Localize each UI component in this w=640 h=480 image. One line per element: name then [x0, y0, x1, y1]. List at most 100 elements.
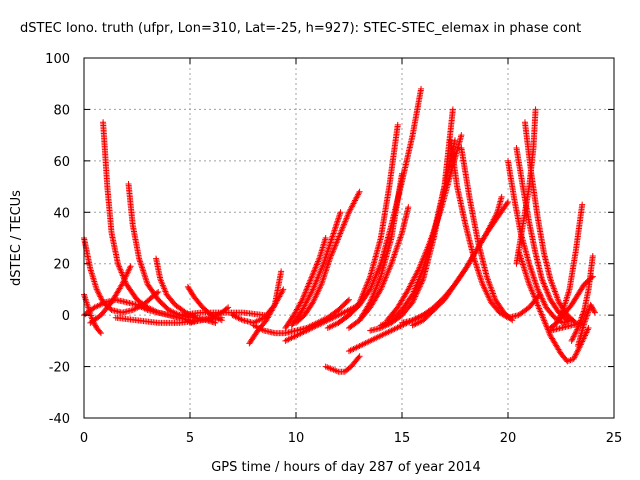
data-point — [505, 199, 511, 205]
data-point — [569, 336, 576, 343]
data-point — [127, 263, 134, 270]
data-point — [570, 355, 577, 362]
data-point — [310, 270, 317, 277]
data-point — [536, 289, 543, 296]
data-point — [572, 329, 579, 336]
data-point — [334, 236, 341, 243]
series-19 — [322, 353, 363, 375]
data-point — [589, 305, 596, 312]
series-35 — [513, 106, 539, 267]
chart-title: dSTEC Iono. truth (ufpr, Lon=310, Lat=-2… — [20, 21, 581, 36]
data-point — [392, 248, 399, 255]
x-tick-label: 20 — [500, 431, 517, 446]
data-point — [538, 293, 545, 300]
data-point — [539, 277, 546, 284]
data-point — [558, 309, 565, 316]
data-point — [583, 313, 590, 320]
data-point — [356, 188, 363, 195]
series-38 — [553, 201, 586, 326]
series-33 — [513, 145, 571, 324]
data-point — [328, 252, 335, 259]
data-point — [305, 282, 312, 289]
data-point — [574, 326, 581, 333]
data-point — [307, 276, 314, 283]
data-point — [329, 248, 336, 255]
data-point — [418, 85, 425, 92]
data-point — [116, 263, 123, 270]
data-point — [97, 330, 104, 337]
data-point — [538, 295, 545, 302]
data-point — [541, 299, 548, 306]
data-point — [95, 289, 102, 296]
data-point — [394, 121, 401, 128]
data-point — [97, 295, 104, 301]
data-point — [327, 254, 334, 261]
data-point — [458, 132, 465, 139]
data-point — [498, 193, 505, 200]
data-point — [218, 314, 225, 321]
data-point — [303, 286, 310, 293]
data-point — [544, 290, 551, 297]
data-point — [331, 243, 338, 250]
data-point — [513, 260, 520, 267]
data-point — [329, 249, 336, 256]
data-point — [415, 267, 422, 274]
data-point — [544, 289, 551, 296]
data-point — [574, 348, 581, 355]
data-point — [326, 255, 333, 262]
data-point — [309, 271, 316, 278]
data-point — [397, 234, 404, 241]
series-14 — [250, 296, 352, 337]
data-point — [280, 286, 287, 293]
series-17 — [288, 209, 344, 329]
data-point — [391, 251, 398, 258]
series-40 — [574, 301, 598, 349]
data-point — [393, 245, 400, 252]
data-point — [509, 317, 516, 324]
series-27 — [384, 132, 465, 324]
y-tick-label: -20 — [49, 361, 70, 376]
y-tick-label: 40 — [53, 206, 70, 221]
data-point — [591, 308, 598, 315]
data-point — [311, 267, 318, 274]
data-point — [313, 262, 320, 269]
data-point — [508, 316, 515, 323]
series-31 — [458, 145, 516, 324]
data-point — [585, 325, 592, 331]
series-41 — [547, 319, 586, 334]
data-point — [312, 265, 319, 272]
data-point — [302, 287, 309, 294]
series-18 — [282, 235, 329, 331]
y-tick-label: -40 — [49, 412, 70, 427]
data-point — [301, 292, 308, 299]
data-point — [334, 237, 341, 244]
series-5 — [125, 181, 193, 321]
data-point — [485, 293, 492, 300]
data-point — [504, 200, 511, 207]
data-point — [541, 282, 548, 289]
data-point — [554, 318, 561, 325]
data-point — [570, 333, 577, 340]
data-point — [307, 277, 314, 284]
data-point — [332, 240, 339, 247]
data-point — [585, 307, 592, 314]
data-point — [572, 351, 579, 358]
data-point — [480, 284, 487, 291]
data-point — [485, 294, 492, 301]
data-point — [585, 309, 592, 316]
data-point — [409, 299, 416, 306]
y-tick-label: 20 — [53, 258, 70, 273]
series-11 — [176, 309, 268, 319]
x-tick-label: 10 — [288, 431, 305, 446]
data-point — [589, 304, 596, 311]
data-point — [559, 308, 566, 315]
data-point — [117, 266, 124, 273]
data-point — [394, 243, 401, 250]
data-point — [570, 335, 577, 341]
data-point — [483, 290, 490, 297]
data-point — [344, 297, 351, 304]
data-point — [328, 251, 335, 258]
data-point — [96, 292, 103, 299]
data-point — [306, 280, 313, 287]
